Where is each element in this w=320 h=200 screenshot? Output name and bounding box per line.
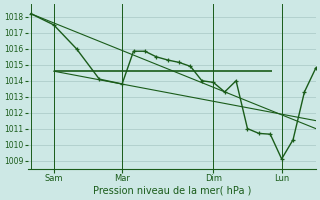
X-axis label: Pression niveau de la mer( hPa ): Pression niveau de la mer( hPa ) [92,186,251,196]
